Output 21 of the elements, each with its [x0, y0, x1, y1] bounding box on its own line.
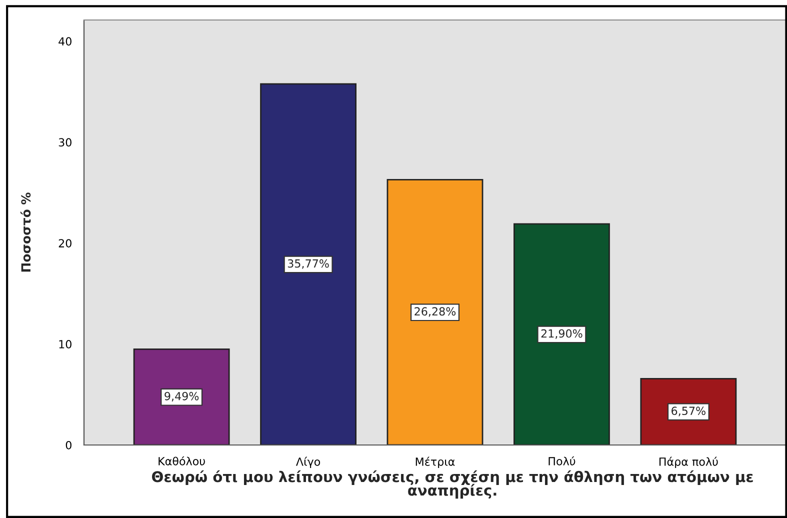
bar	[514, 223, 610, 445]
bar	[386, 179, 484, 445]
data-label: 26,28%	[414, 307, 456, 317]
y-tick-label: 20	[58, 239, 72, 248]
data-label: 9,49%	[164, 392, 199, 402]
y-tick-label: 40	[58, 37, 72, 46]
y-tick-label: 0	[66, 440, 72, 450]
bar	[260, 83, 356, 445]
data-label: 6,57%	[672, 406, 706, 416]
y-axis-title: Ποσοστό %	[20, 192, 31, 272]
x-tick-label: Πολύ	[548, 456, 576, 466]
x-tick-label: Καθόλου	[158, 456, 205, 466]
x-tick-label: Μέτρια	[416, 456, 455, 468]
bar	[133, 348, 230, 445]
y-tick-label: 30	[58, 138, 72, 147]
data-label: 35,77%	[288, 259, 329, 269]
y-tick-label: 10	[59, 340, 72, 348]
data-label: 21,90%	[541, 329, 582, 339]
x-tick-label: Πάρα πολύ	[659, 456, 718, 468]
x-tick-label: Λίγο	[296, 456, 320, 468]
x-axis-title: Θεωρώ ότι μου λείπουν γνώσεις, σε σχέση με την άθληση των ατόμων με αναπηρίες.	[152, 470, 753, 499]
